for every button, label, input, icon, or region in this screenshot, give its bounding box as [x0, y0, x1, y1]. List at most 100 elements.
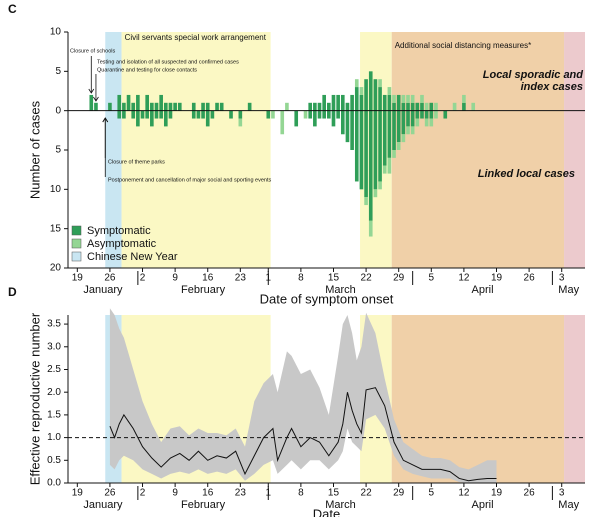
panel-letter: C	[8, 2, 17, 16]
event-label: Closure of schools	[70, 48, 115, 54]
bar	[131, 102, 136, 111]
bar	[406, 94, 410, 103]
bar	[471, 102, 476, 111]
bar	[387, 94, 392, 111]
bar	[382, 165, 387, 174]
event-label: Postponement and cancellation of major s…	[108, 177, 272, 183]
bar	[424, 110, 429, 119]
bar	[392, 150, 396, 158]
bar	[191, 110, 196, 119]
bar	[159, 110, 163, 119]
line	[109, 387, 497, 482]
bar	[401, 94, 406, 103]
y-axis-label: Effective reproductive number	[27, 312, 42, 485]
month-label: April	[472, 284, 494, 296]
bar	[434, 110, 438, 119]
bar	[373, 79, 378, 111]
legend-label: Symptomatic	[87, 225, 151, 237]
x-tick-label: 3	[559, 488, 565, 499]
x-tick-label: 8	[298, 273, 304, 284]
x-tick-label: 19	[72, 273, 84, 284]
period-label: Additional social distancing measures*	[395, 41, 532, 50]
x-tick-label: 26	[524, 273, 536, 284]
month-label: March	[325, 499, 356, 511]
bar	[429, 110, 434, 119]
bar	[373, 189, 378, 198]
bar	[415, 110, 420, 119]
bar	[215, 102, 219, 111]
x-tick-label: 15	[328, 273, 340, 284]
bar	[396, 94, 401, 111]
x-tick-label: 19	[491, 488, 503, 499]
bar	[219, 102, 224, 111]
bar	[145, 94, 149, 111]
bar	[359, 110, 364, 190]
bar	[410, 102, 415, 111]
x-tick-label: 29	[393, 488, 405, 499]
bar	[336, 110, 340, 119]
bar	[205, 110, 210, 127]
event-arrowhead	[88, 88, 95, 94]
bar	[406, 110, 410, 127]
bar	[378, 181, 382, 190]
bar	[322, 94, 326, 111]
bar	[145, 110, 149, 119]
bar	[392, 102, 396, 111]
bar	[462, 94, 466, 103]
bar	[345, 110, 350, 143]
legend-label: Chinese New Year	[87, 251, 178, 263]
bar	[373, 110, 378, 190]
y-tick-label: 0	[55, 105, 61, 116]
x-axis-label: Date	[313, 506, 340, 517]
bar	[378, 110, 382, 182]
bar	[201, 110, 205, 119]
bar	[317, 102, 322, 111]
y-tick-label: 10	[50, 27, 62, 38]
bar	[168, 102, 173, 111]
bar	[140, 110, 145, 119]
bar	[196, 110, 201, 119]
bar	[303, 110, 308, 119]
bar	[136, 94, 140, 111]
bar	[205, 102, 210, 111]
y-tick-label: 20	[50, 263, 62, 274]
x-tick-label: 9	[172, 273, 178, 284]
bar	[382, 94, 387, 111]
confidence-band	[109, 308, 497, 483]
bar	[136, 110, 140, 127]
x-tick-label: 19	[491, 273, 503, 284]
x-tick-label: 5	[429, 273, 435, 284]
legend-swatch	[71, 251, 82, 262]
bar	[154, 110, 159, 119]
y-axis-label: Number of cases	[27, 100, 42, 199]
x-tick-label: 22	[361, 273, 373, 284]
x-tick-label: 29	[393, 273, 405, 284]
bar	[368, 71, 373, 111]
bar	[159, 94, 163, 111]
y-tick-label: 0.0	[47, 478, 61, 489]
bar	[392, 94, 396, 103]
bar	[443, 110, 448, 119]
bar	[126, 94, 131, 111]
bar	[345, 102, 350, 111]
bar	[331, 110, 336, 127]
shaded-period	[105, 32, 122, 268]
bar	[94, 102, 98, 111]
y-tick-label: 1.5	[47, 410, 61, 421]
bar	[285, 102, 289, 111]
bar	[359, 94, 364, 111]
shaded-period	[564, 32, 585, 268]
bar	[327, 102, 331, 111]
shaded-period	[564, 315, 585, 483]
x-tick-label: 26	[104, 488, 116, 499]
x-tick-label: 16	[202, 488, 214, 499]
bar	[154, 102, 159, 111]
bar	[294, 110, 299, 127]
bar	[424, 102, 429, 111]
month-label: February	[181, 499, 226, 511]
bar	[429, 118, 434, 127]
bar	[392, 110, 396, 150]
bar	[210, 110, 215, 119]
